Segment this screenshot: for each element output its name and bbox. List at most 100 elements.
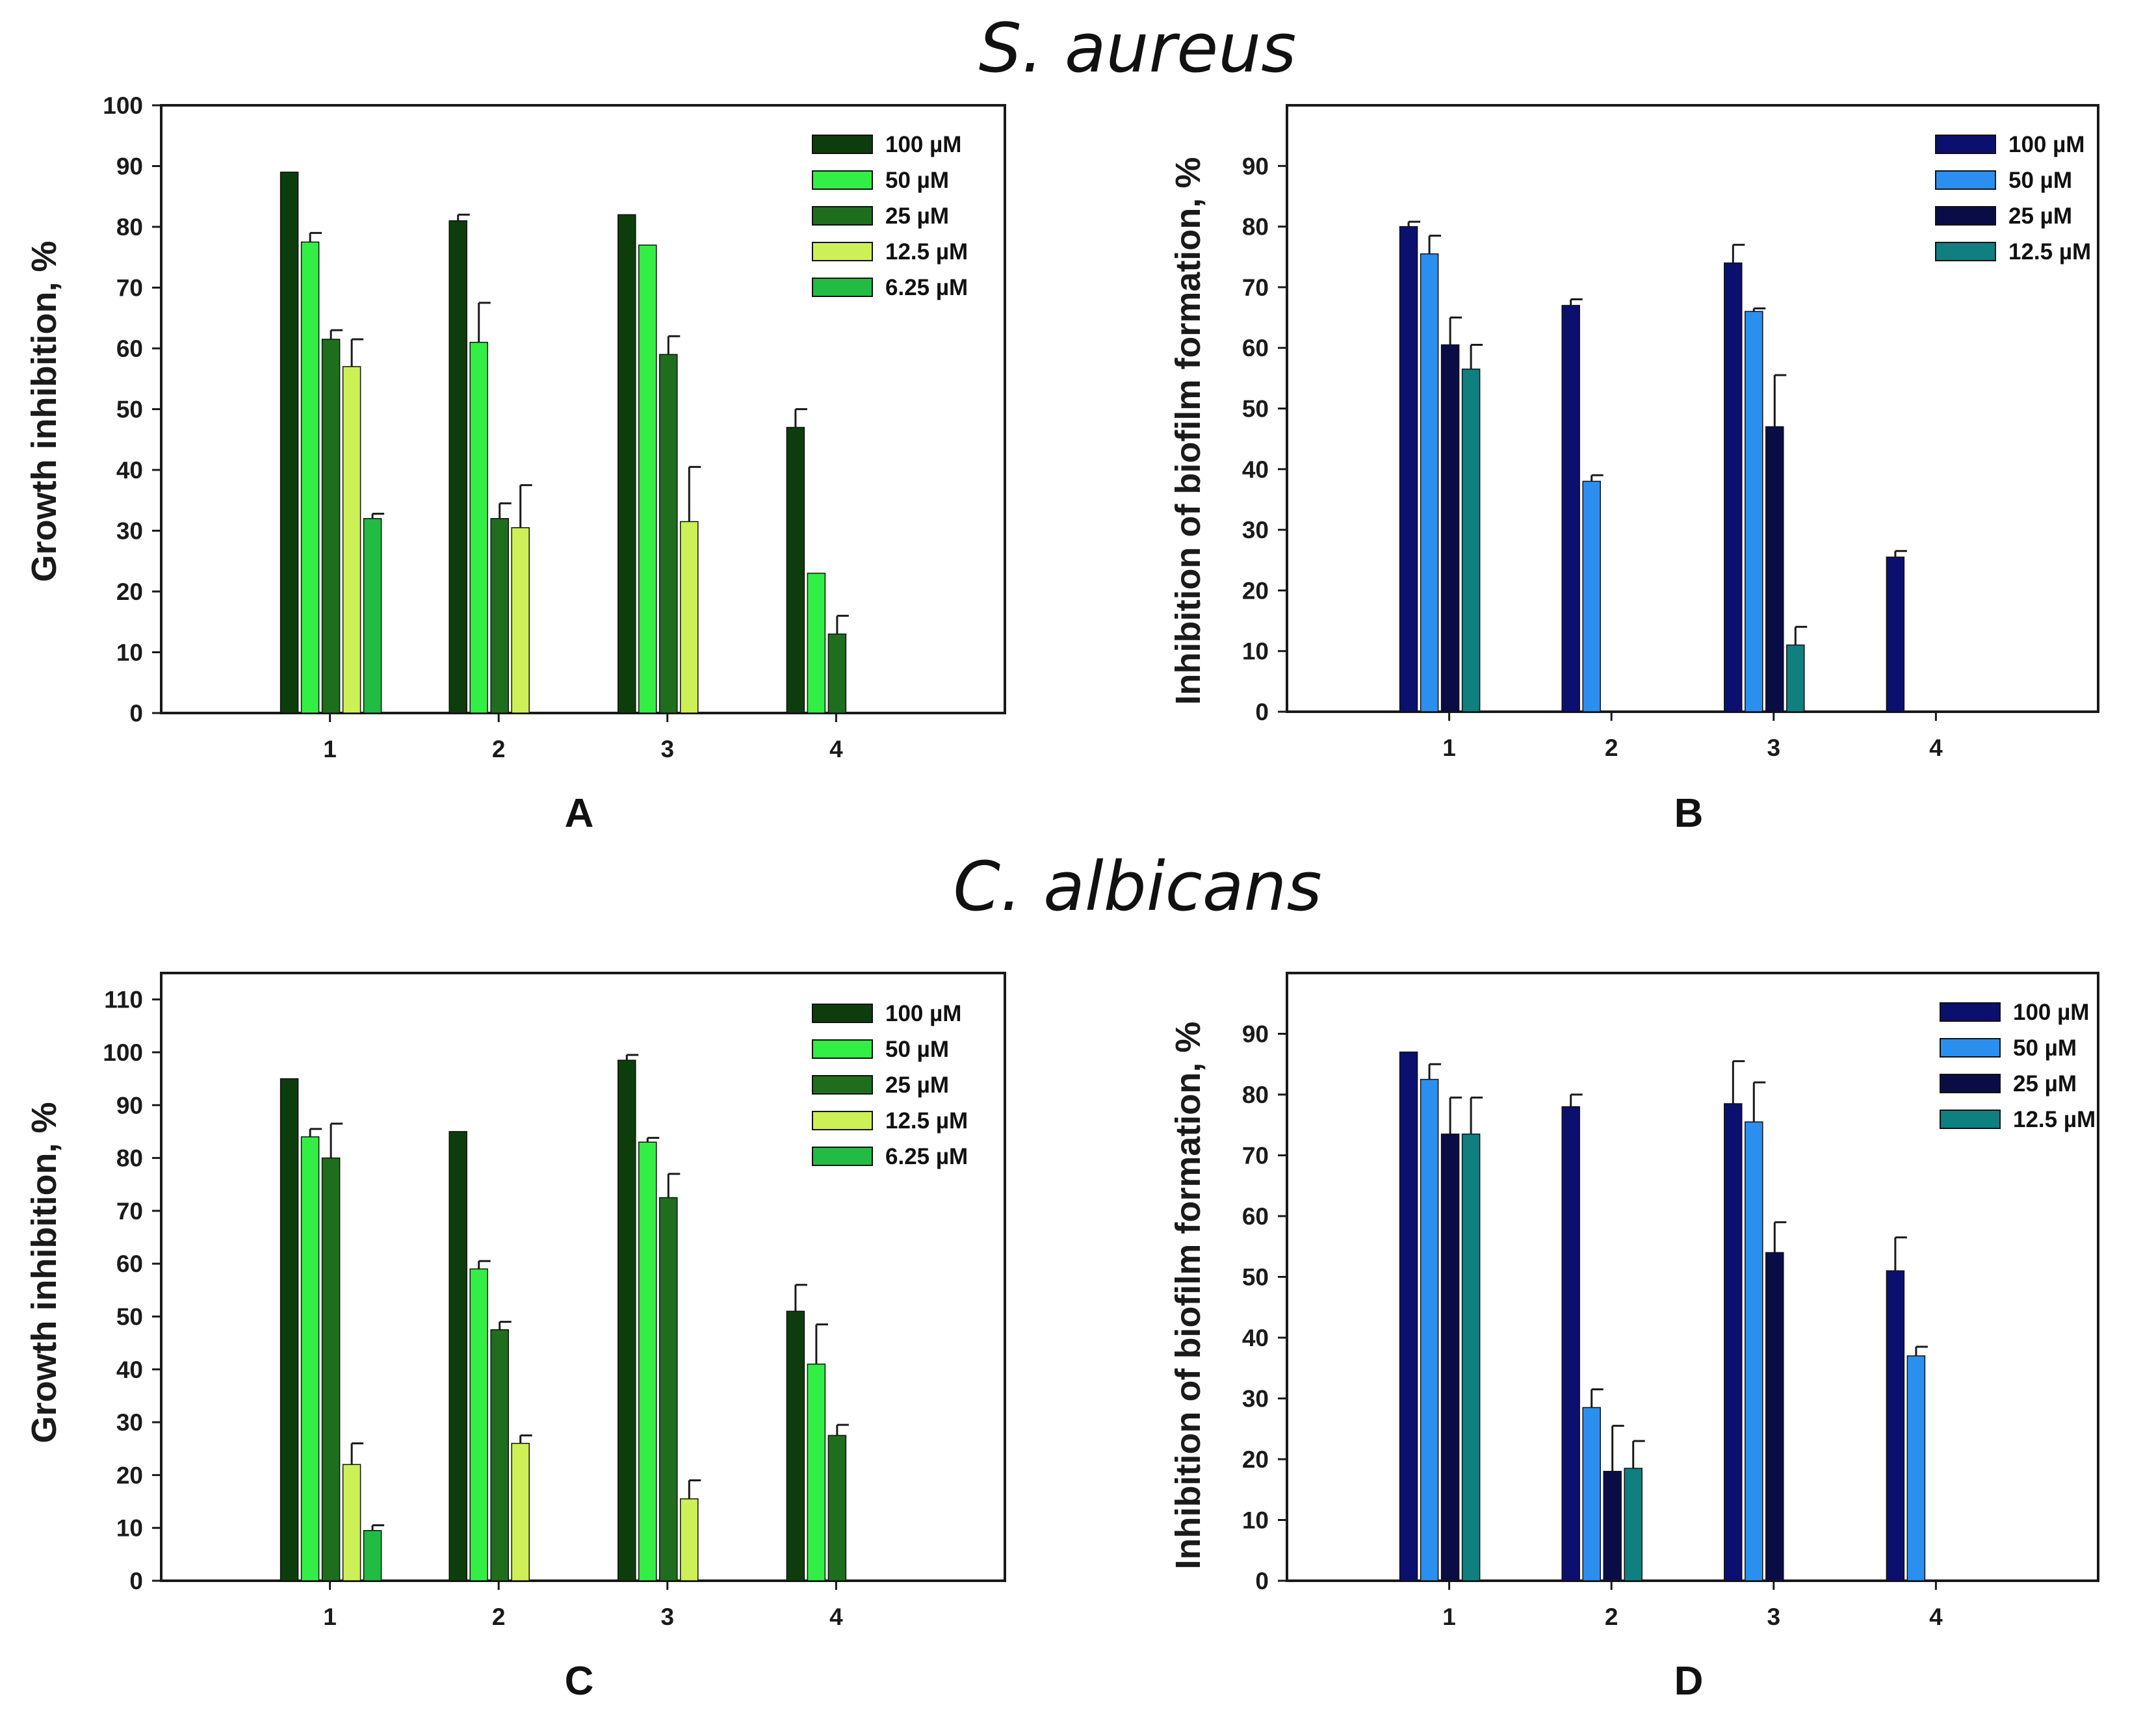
y-tick-label: 80: [1242, 1082, 1269, 1108]
bar-d-cat3-s1: [1724, 1103, 1743, 1581]
bar-a-cat1-s3: [321, 339, 341, 714]
y-tick-label: 30: [116, 1409, 143, 1436]
y-tick-label: 60: [116, 335, 143, 362]
legend-swatch: [1935, 135, 1996, 154]
bar-a-cat2-s1: [448, 220, 467, 714]
bar-a-cat1-s5: [363, 518, 382, 714]
x-tick-label: 1: [323, 1604, 337, 1630]
y-tick-label: 80: [1242, 214, 1269, 240]
bar-a-cat2-s3: [490, 518, 509, 714]
bar-d-cat2-s2: [1582, 1407, 1601, 1581]
bar-c-cat3-s2: [638, 1141, 657, 1581]
bar-a-cat3-s3: [659, 354, 678, 714]
legend: 100 µM 50 µM 25 µM 12.5 µM 6.25 µM: [812, 132, 968, 300]
x-tick-label: 4: [829, 736, 843, 762]
bar-d-cat3-s2: [1745, 1121, 1763, 1581]
bar-c-cat2-s2: [469, 1268, 488, 1581]
legend-swatch: [812, 170, 873, 190]
x-tick-label: 4: [1929, 734, 1943, 761]
bar-b-cat3-s3: [1765, 426, 1784, 712]
x-tick-label: 2: [1605, 1604, 1618, 1630]
y-tick-label: 70: [116, 275, 143, 302]
legend-label: 25 µM: [2013, 1071, 2077, 1097]
y-tick-label: 10: [116, 640, 143, 666]
y-tick-label: 0: [129, 1568, 143, 1594]
legend-swatch: [812, 1004, 873, 1023]
y-tick-label: 50: [116, 1303, 143, 1330]
y-tick-label: 80: [116, 214, 143, 240]
bar-c-cat4-s1: [786, 1310, 805, 1581]
legend-label: 50 µM: [885, 168, 949, 193]
bar-a-cat4-s2: [807, 573, 826, 714]
x-tick-label: 4: [1929, 1604, 1943, 1630]
panel-letter: D: [1674, 1659, 1704, 1704]
y-tick-label: 30: [1242, 1386, 1269, 1412]
bar-c-cat1-s1: [279, 1078, 299, 1581]
legend: 100 µM 50 µM 25 µM 12.5 µM: [1940, 1000, 2096, 1132]
x-tick-label: 1: [1442, 1604, 1456, 1630]
legend-swatch: [812, 1075, 873, 1095]
bar-b-cat1-s2: [1420, 253, 1439, 712]
y-tick-label: 60: [1242, 335, 1269, 361]
y-tick-label: 110: [104, 987, 143, 1013]
y-tick-label: 50: [1242, 396, 1269, 422]
x-tick-label: 4: [829, 1604, 843, 1630]
bar-a-cat2-s4: [511, 527, 530, 714]
x-tick-label: 2: [1605, 734, 1618, 761]
legend-label: 12.5 µM: [2013, 1107, 2096, 1132]
legend-label: 100 µM: [2008, 132, 2085, 157]
bar-b-cat1-s3: [1440, 344, 1460, 712]
legend-label: 50 µM: [2013, 1035, 2077, 1061]
x-tick-label: 3: [661, 736, 675, 762]
legend-label: 12.5 µM: [885, 239, 968, 265]
bar-b-cat4-s1: [1886, 556, 1905, 712]
legend-swatch: [1935, 170, 1996, 190]
bar-b-cat3-s2: [1745, 311, 1763, 712]
bar-d-cat1-s2: [1420, 1078, 1439, 1581]
bar-c-cat2-s4: [511, 1442, 530, 1581]
legend-swatch: [812, 242, 873, 261]
bar-a-cat3-s4: [680, 521, 699, 714]
y-tick-label: 90: [116, 153, 143, 180]
y-tick-label: 70: [1242, 1143, 1269, 1169]
x-tick-label: 1: [323, 736, 337, 762]
bar-d-cat1-s3: [1440, 1134, 1460, 1581]
y-tick-label: 60: [1242, 1203, 1269, 1230]
y-tick-label: 20: [1242, 1446, 1269, 1473]
legend-label: 12.5 µM: [885, 1108, 968, 1134]
species-title-c-albicans: C. albicans: [953, 847, 1321, 926]
legend-label: 6.25 µM: [885, 275, 968, 300]
x-tick-label: 1: [1442, 734, 1456, 761]
legend-swatch: [812, 1039, 873, 1059]
y-tick-label: 20: [1242, 577, 1269, 604]
y-axis-label: Growth inhibition, %: [25, 241, 64, 582]
y-tick-label: 70: [1242, 274, 1269, 301]
bar-c-cat1-s2: [300, 1136, 320, 1581]
x-tick-label: 3: [1767, 1604, 1781, 1630]
bar-c-cat1-s5: [363, 1530, 382, 1581]
y-tick-label: 50: [1242, 1264, 1269, 1291]
bar-b-cat3-s4: [1786, 644, 1805, 712]
y-tick-label: 90: [1242, 153, 1269, 179]
bar-d-cat3-s3: [1765, 1252, 1784, 1581]
y-tick-label: 80: [116, 1145, 143, 1172]
legend-swatch: [1935, 242, 1996, 261]
y-tick-label: 30: [1242, 517, 1269, 543]
x-tick-label: 2: [492, 1604, 506, 1630]
y-tick-label: 10: [116, 1515, 143, 1542]
y-tick-label: 30: [116, 518, 143, 545]
chart-panel-d: 0 10 20 30 40 50 60 70 80 90 1 2 3 4 Inhibition of bio…: [1169, 972, 2099, 1704]
bar-a-cat3-s2: [638, 244, 657, 714]
y-tick-label: 0: [129, 700, 143, 727]
y-tick-label: 90: [1242, 1021, 1269, 1048]
legend-label: 12.5 µM: [2008, 239, 2091, 265]
y-tick-label: 100: [103, 1039, 143, 1066]
chart-panel-b: 0 10 20 30 40 50 60 70 80 90 1 2 3 4 Inhibition of bio…: [1169, 104, 2099, 836]
x-tick-label: 2: [492, 736, 506, 762]
y-tick-label: 90: [116, 1092, 143, 1119]
bar-a-cat1-s2: [300, 241, 320, 714]
y-tick-label: 50: [116, 396, 143, 423]
bar-d-cat2-s3: [1603, 1470, 1622, 1581]
bar-c-cat2-s3: [490, 1329, 509, 1581]
y-axis-label: Growth inhibition, %: [25, 1102, 64, 1444]
